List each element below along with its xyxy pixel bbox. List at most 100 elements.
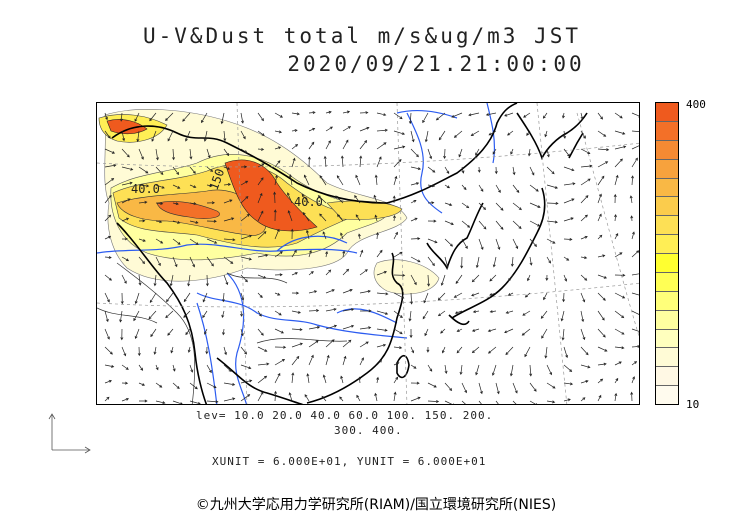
dust-core-east	[224, 159, 318, 232]
wind-arrow	[204, 328, 208, 335]
wind-arrow	[240, 328, 244, 337]
wind-arrow	[444, 166, 450, 175]
wind-arrow	[440, 328, 446, 334]
wind-arrow	[427, 201, 435, 205]
wind-arrow	[172, 202, 179, 206]
colorbar-segment	[656, 272, 678, 292]
colorbar-segment	[656, 348, 678, 368]
wind-arrow	[120, 328, 124, 341]
wind-arrow	[485, 112, 497, 116]
wind-arrow	[529, 220, 541, 227]
wind-arrow	[509, 364, 514, 377]
wind-arrow	[104, 328, 110, 340]
wind-arrow	[274, 310, 282, 316]
wind-arrow	[223, 130, 227, 142]
wind-arrow	[478, 382, 483, 395]
wind-arrow	[427, 148, 433, 160]
wind-arrow	[257, 210, 264, 222]
japan-hokkaido	[516, 112, 588, 161]
wind-arrow	[257, 163, 265, 168]
wind-arrow	[630, 391, 634, 402]
wind-arrow	[563, 382, 574, 386]
wind-arrow	[104, 194, 112, 204]
wind-arrow	[614, 145, 627, 150]
wind-arrow	[240, 234, 253, 240]
wind-arrow	[512, 400, 517, 404]
wind-arrow	[597, 362, 607, 366]
wind-arrow	[468, 112, 480, 117]
wind-arrow	[104, 255, 112, 259]
wind-arrow	[410, 256, 421, 263]
wind-arrow	[325, 339, 335, 348]
wind-arrow	[541, 328, 548, 339]
wind-arrow	[376, 156, 382, 168]
wind-arrow	[325, 324, 338, 330]
wind-arrow	[155, 400, 166, 404]
wind-arrow	[544, 346, 548, 359]
wind-arrow	[291, 272, 298, 276]
wind-arrow	[427, 166, 436, 173]
wind-arrow	[529, 238, 537, 247]
wind-arrow	[443, 148, 447, 159]
korea-coast	[426, 202, 484, 271]
wind-arrow	[257, 192, 263, 204]
japan-honshu	[451, 187, 546, 319]
wind-arrow	[354, 195, 361, 204]
wind-arrow	[546, 184, 559, 189]
wind-arrow	[495, 220, 504, 230]
wind-arrow	[257, 292, 263, 299]
wind-arrow	[202, 310, 208, 319]
contour-label-core: 150	[207, 167, 228, 192]
wind-arrow	[410, 217, 418, 222]
wind-arrow	[631, 112, 639, 118]
wind-arrow	[189, 202, 197, 206]
wind-arrow	[257, 253, 269, 258]
wind-arrow	[121, 217, 130, 222]
wind-arrow	[472, 310, 480, 314]
wind-arrow	[274, 130, 283, 134]
border-4	[97, 307, 158, 324]
wind-arrow	[597, 175, 605, 186]
wind-arrow	[274, 372, 281, 384]
wind-arrow	[422, 310, 429, 320]
wind-arrow	[507, 274, 514, 282]
wind-arrow	[325, 269, 332, 276]
borders	[97, 262, 348, 404]
wind-arrow	[321, 395, 327, 402]
wind-arrow	[257, 177, 264, 186]
colorbar-segment	[656, 121, 678, 141]
credit-text: ©九州大学応用力学研究所(RIAM)/国立環境研究所(NIES)	[195, 497, 557, 513]
wind-arrow	[342, 139, 349, 150]
wind-arrow	[489, 310, 497, 314]
wind-arrow	[340, 155, 344, 168]
wind-arrow	[563, 217, 574, 222]
wind-arrow	[408, 310, 412, 322]
wind-arrow	[206, 400, 219, 404]
wind-arrow	[205, 274, 209, 287]
wind-arrow	[424, 328, 429, 337]
wind-arrow	[240, 165, 248, 169]
wind-arrow	[440, 274, 446, 286]
wind-arrow	[614, 233, 619, 240]
wind-arrow	[540, 310, 548, 319]
wind-arrow	[185, 328, 191, 336]
wind-arrow	[206, 219, 217, 223]
wind-arrow	[172, 184, 181, 189]
wind-arrow	[410, 166, 422, 171]
wind-arrow	[512, 382, 518, 394]
wind-arrow	[444, 220, 454, 226]
wind-arrow	[614, 130, 626, 135]
wind-arrow	[560, 310, 565, 322]
wind-arrow	[167, 328, 174, 336]
colorbar-segment	[656, 329, 678, 349]
wind-arrow	[240, 196, 249, 204]
wind-arrow	[104, 235, 112, 240]
wind-arrow	[580, 256, 588, 260]
wind-arrow	[546, 256, 551, 264]
wind-arrow	[546, 238, 556, 244]
wind-arrow	[166, 292, 174, 303]
wind-arrow	[546, 364, 553, 376]
wind-arrow	[189, 148, 193, 160]
wind-arrow	[614, 112, 623, 119]
wind-arrow	[120, 292, 124, 305]
